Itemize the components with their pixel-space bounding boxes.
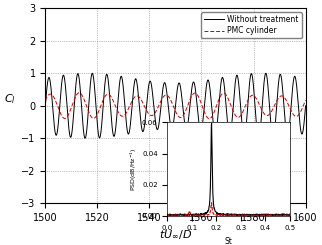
Without treatment [296,104,300,107]
Line: Without treatment: Without treatment [45,73,306,138]
X-axis label: St: St [225,237,232,245]
PMC cylinder [296,114,300,117]
PMC cylinder [77,91,81,94]
PMC cylinder [170,101,174,104]
Without treatment [163,82,167,85]
PMC cylinder [57,107,61,110]
Without treatment [249,75,252,78]
Without treatment [296,102,300,105]
X-axis label: $tU_{\infty}/D$: $tU_{\infty}/D$ [159,229,192,241]
Y-axis label: PSD(dB/Hz$^{-1}$): PSD(dB/Hz$^{-1}$) [129,147,139,191]
Without treatment [304,104,308,107]
PMC cylinder [207,117,211,120]
PMC cylinder [43,99,47,102]
Without treatment [43,104,47,107]
Legend: Without treatment, PMC cylinder: Without treatment, PMC cylinder [201,12,302,38]
Without treatment [90,72,94,75]
Without treatment [57,119,61,122]
Without treatment [257,137,260,140]
PMC cylinder [304,99,308,102]
Y-axis label: $C_l$: $C_l$ [4,92,16,106]
Line: PMC cylinder: PMC cylinder [45,93,306,119]
Without treatment [170,127,174,130]
PMC cylinder [296,114,300,117]
PMC cylinder [163,94,167,97]
PMC cylinder [249,95,252,98]
